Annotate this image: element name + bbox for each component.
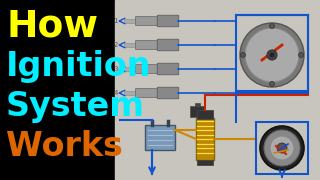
- Text: 1: 1: [114, 18, 118, 24]
- FancyBboxPatch shape: [157, 87, 179, 99]
- Circle shape: [240, 23, 304, 87]
- Bar: [256, 122, 308, 174]
- Circle shape: [245, 28, 299, 82]
- Circle shape: [241, 53, 245, 57]
- Bar: [124, 67, 136, 71]
- Text: Works: Works: [6, 130, 123, 163]
- FancyBboxPatch shape: [190, 107, 205, 118]
- FancyBboxPatch shape: [135, 64, 158, 73]
- Circle shape: [267, 50, 277, 60]
- Text: Ignition: Ignition: [6, 50, 151, 83]
- Circle shape: [270, 136, 294, 160]
- Bar: [115, 0, 320, 180]
- FancyBboxPatch shape: [157, 39, 179, 51]
- Bar: [197, 160, 213, 165]
- Circle shape: [299, 53, 303, 57]
- Circle shape: [264, 130, 300, 166]
- Bar: [195, 103, 200, 107]
- Text: 4: 4: [114, 90, 118, 96]
- Text: 3: 3: [114, 66, 118, 72]
- Bar: [124, 43, 136, 47]
- FancyBboxPatch shape: [135, 89, 158, 98]
- Circle shape: [277, 143, 287, 153]
- Text: 2: 2: [114, 42, 118, 48]
- Circle shape: [260, 126, 304, 170]
- Bar: [196, 118, 214, 160]
- Circle shape: [269, 24, 275, 28]
- Bar: [124, 91, 136, 95]
- Text: System: System: [6, 90, 145, 123]
- FancyBboxPatch shape: [157, 63, 179, 75]
- FancyBboxPatch shape: [135, 17, 158, 26]
- FancyBboxPatch shape: [157, 15, 179, 27]
- Text: How: How: [6, 8, 98, 44]
- Circle shape: [269, 53, 275, 57]
- Bar: [236, 15, 308, 91]
- FancyBboxPatch shape: [145, 125, 175, 150]
- Bar: [124, 19, 136, 23]
- Circle shape: [269, 82, 275, 87]
- FancyBboxPatch shape: [135, 40, 158, 50]
- Bar: [197, 110, 213, 119]
